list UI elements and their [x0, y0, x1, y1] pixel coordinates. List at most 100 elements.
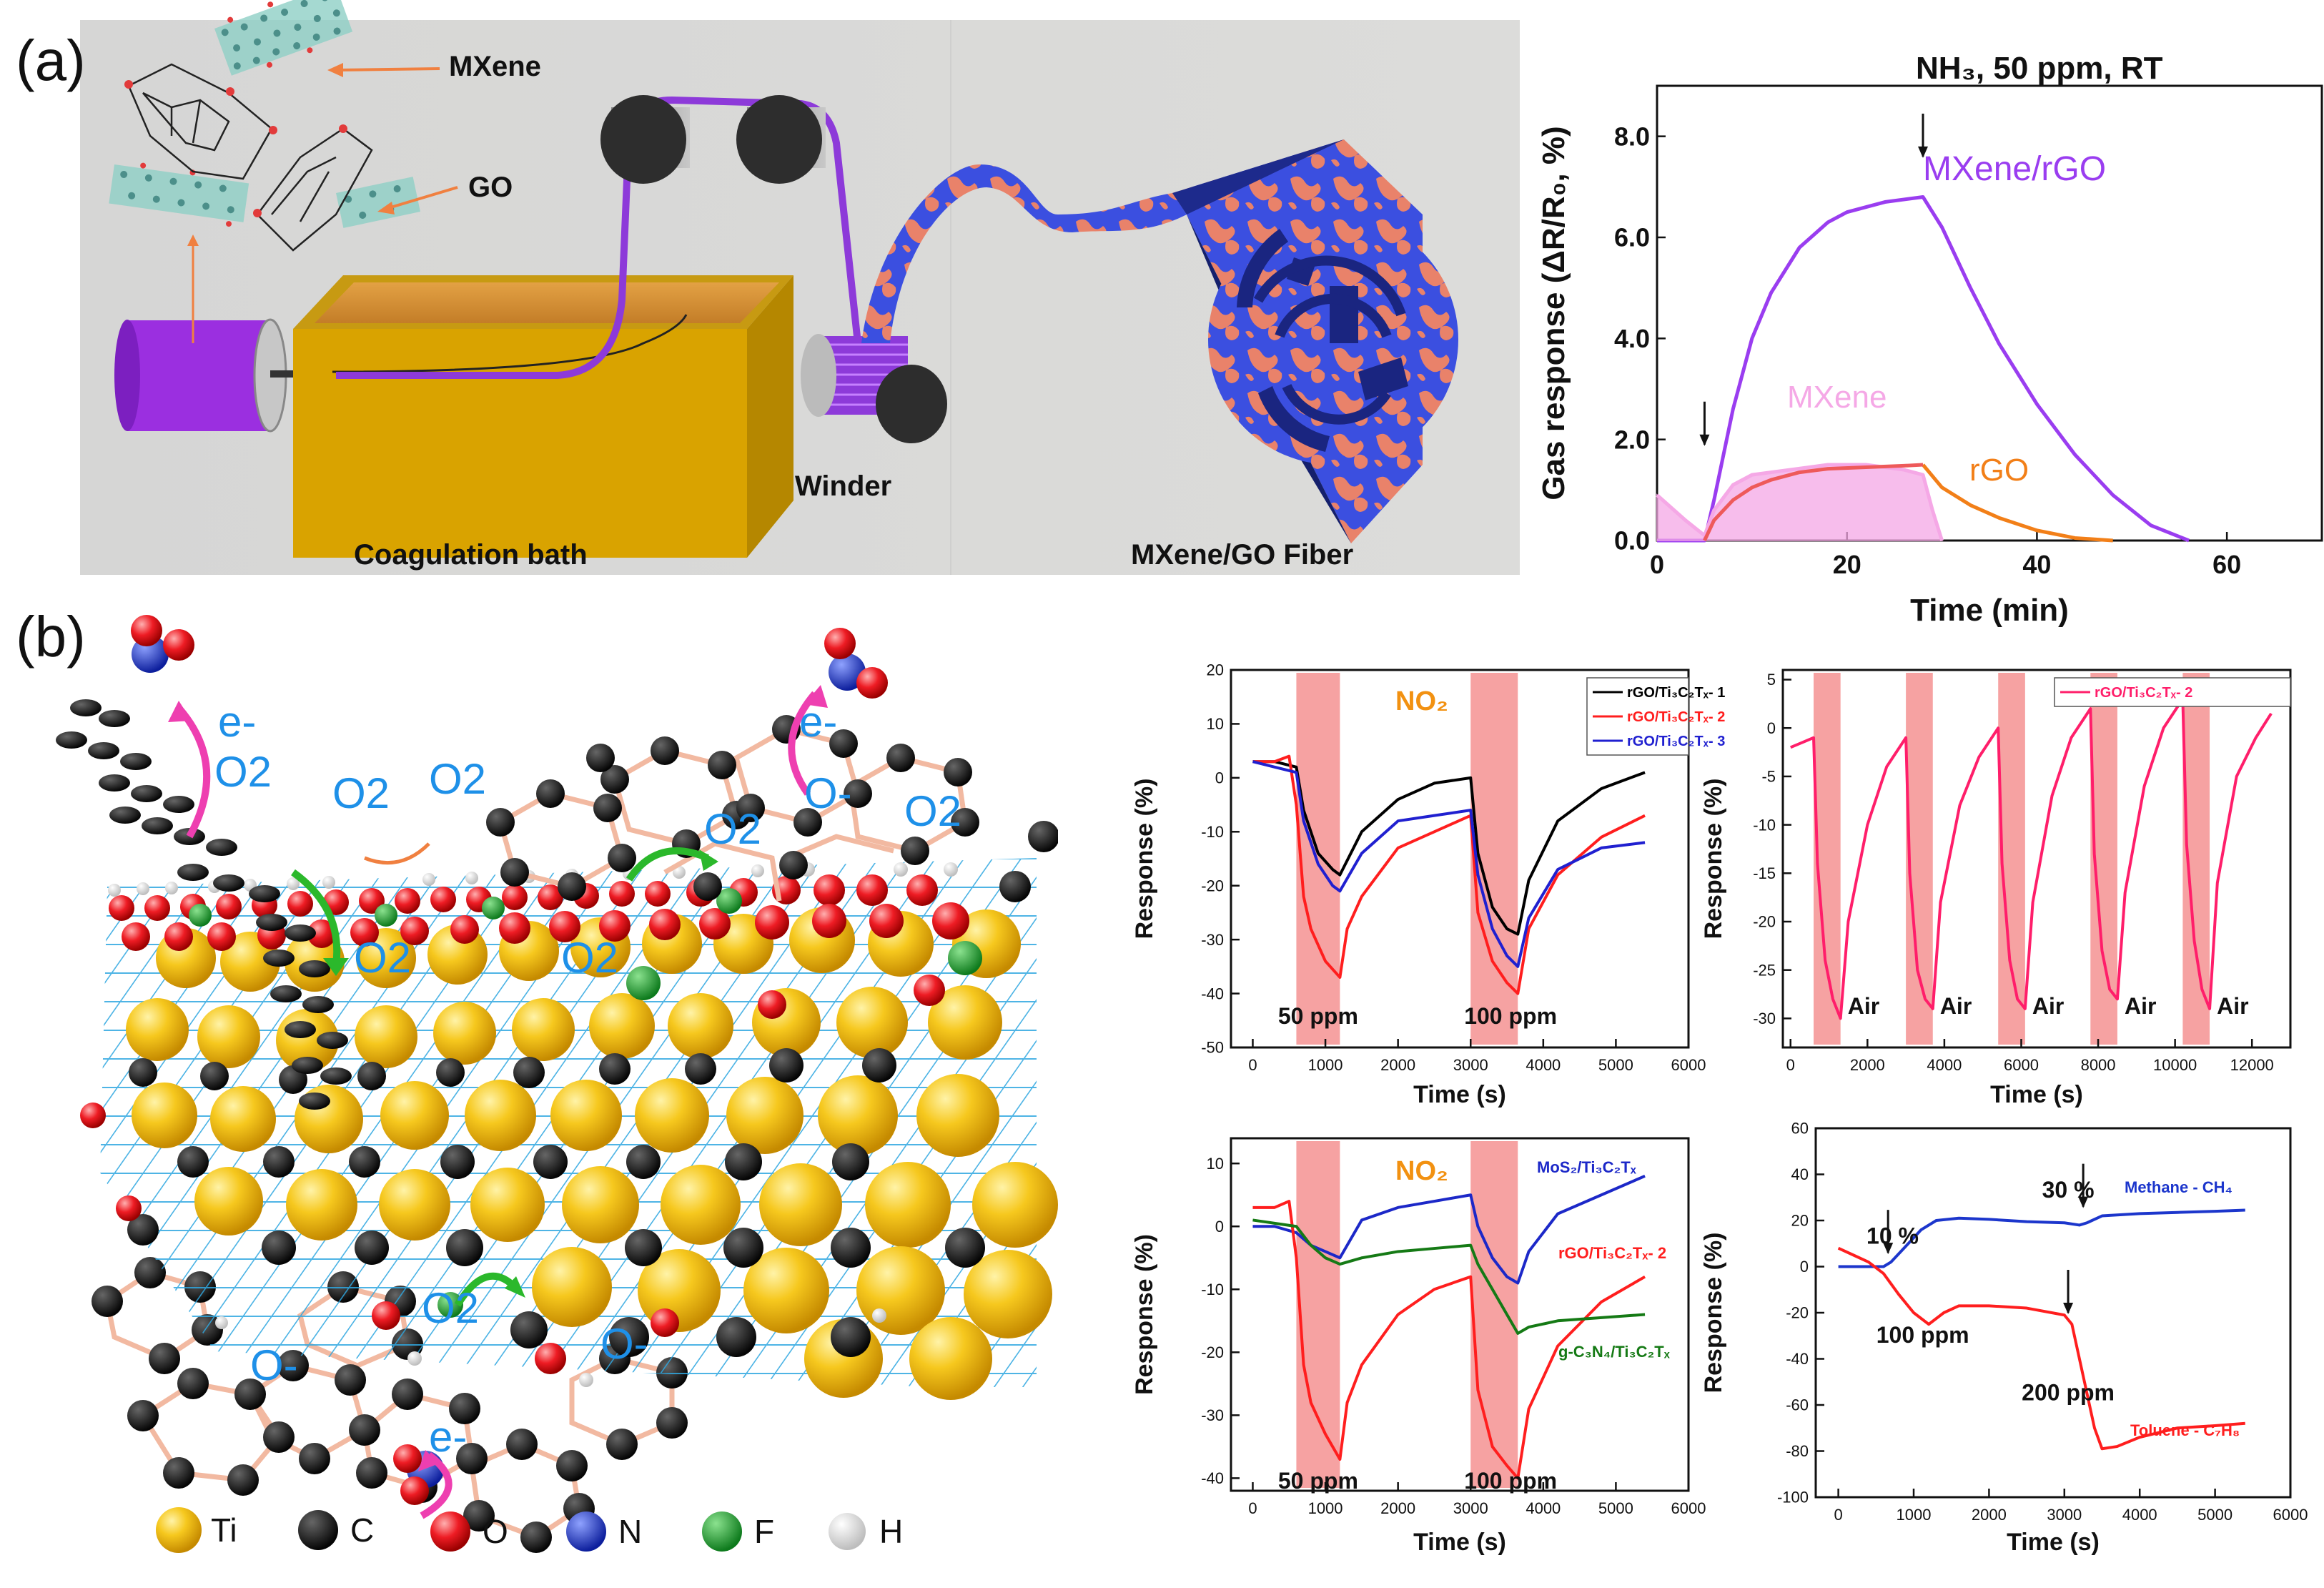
- chart-b-chart2: 0 2000 4000 6000 8000 10000 12000 -30 -25 -20 -15 -…: [1700, 669, 2292, 1108]
- x-tick-label: 12000: [2230, 1056, 2274, 1074]
- exposure-band: [1296, 1141, 1340, 1488]
- y-tick-label: -60: [1786, 1396, 1809, 1414]
- graphene-edge-flakes: [56, 699, 352, 1110]
- winder-icon: [801, 334, 947, 443]
- band-label: Air: [1848, 993, 1879, 1019]
- chart-annotation: NO₂: [1395, 1156, 1448, 1186]
- series-line-0: [1252, 760, 1646, 936]
- x-tick-label: 2000: [1972, 1506, 2007, 1524]
- x-tick-label: 2000: [1850, 1056, 1885, 1074]
- x-tick-label: 4000: [1526, 1499, 1561, 1517]
- y-tick-label: 8.0: [1614, 122, 1650, 151]
- x-axis-label: Time (s): [1990, 1081, 2083, 1108]
- o-minus-label-1: O-: [804, 769, 852, 817]
- series-area-1: [1656, 464, 1943, 541]
- x-tick-label: 3000: [2047, 1506, 2082, 1524]
- annotation-arrowhead: [1918, 146, 1928, 158]
- o2-label-1: O2: [332, 769, 390, 817]
- x-tick-label: 6000: [1671, 1499, 1706, 1517]
- c-legend-icon: [298, 1510, 338, 1550]
- y-tick-label: -25: [1753, 961, 1776, 979]
- data-annotation: 100 ppm: [1876, 1322, 1969, 1348]
- fiber-label: MXene/GO Fiber: [1131, 539, 1353, 571]
- chart-b-chart4: 0 1000 2000 3000 4000 5000 6000 -100 -80 -60 -40 -2…: [1700, 1120, 2308, 1556]
- band-label: 50 ppm: [1278, 1003, 1358, 1029]
- x-axis-label: Time (s): [1413, 1529, 1506, 1556]
- c-legend-label: C: [350, 1511, 374, 1549]
- series-line-3: [1703, 463, 1924, 542]
- y-tick-label: -20: [1201, 1343, 1224, 1361]
- y-tick-label: 5: [1767, 671, 1776, 689]
- mxene-go-fiber-icon: [1172, 139, 1458, 543]
- y-tick-label: -40: [1786, 1350, 1809, 1368]
- plot-frame: [1781, 669, 2292, 1049]
- ti-legend-label: Ti: [211, 1511, 237, 1549]
- series-label: Methane - CH₄: [2125, 1178, 2232, 1196]
- exposure-band: [1470, 673, 1518, 1045]
- series-line-0: [1789, 697, 2273, 1020]
- x-tick-label: 1000: [1308, 1056, 1343, 1074]
- x-tick-label: 60: [2212, 550, 2241, 579]
- o2-label-7: O2: [561, 934, 618, 982]
- y-tick-label: -30: [1753, 1010, 1776, 1027]
- x-axis-label: Time (s): [1413, 1081, 1506, 1108]
- carbon-atoms-lattice: [127, 1048, 985, 1357]
- chart-a-gas-response: 0 20 40 60 0.0 2.0 4.0 6.0 8.0 Time (min) Gas resp…: [1536, 51, 2323, 628]
- x-tick-label: 4000: [2122, 1506, 2157, 1524]
- chart-b-chart3: 0 1000 2000 3000 4000 5000 6000 -40 -30 -20 -10 0 10…: [1131, 1137, 1706, 1556]
- no2-molecule-top-right: [824, 628, 888, 699]
- y-tick-label: 6.0: [1614, 223, 1650, 252]
- x-tick-label: 20: [1833, 550, 1861, 579]
- y-axis-label: Gas response (ΔR/R₀, %): [1536, 126, 1571, 500]
- x-tick-label: 10000: [2153, 1056, 2197, 1074]
- n-legend-icon: [566, 1511, 606, 1552]
- y-tick-label: -20: [1201, 877, 1224, 894]
- y-tick-label: -10: [1201, 823, 1224, 841]
- h-legend-label: H: [879, 1513, 903, 1550]
- y-tick-label: 20: [1791, 1212, 1809, 1230]
- fiber-ribbon: [861, 164, 1187, 343]
- plot-frame: [1230, 669, 1690, 1049]
- electron-label-1: e-: [218, 698, 256, 746]
- legend-label: rGO/Ti₃C₂Tₓ- 1: [1627, 685, 1725, 701]
- go-flake-icon: [124, 63, 373, 252]
- y-tick-label: 0: [1767, 719, 1776, 737]
- x-tick-label: 0: [1786, 1056, 1795, 1074]
- h-legend-icon: [829, 1513, 866, 1550]
- x-tick-label: 1000: [1897, 1506, 1932, 1524]
- x-tick-label: 2000: [1380, 1499, 1415, 1517]
- y-tick-label: 0.0: [1614, 526, 1650, 556]
- y-tick-label: -10: [1201, 1281, 1224, 1298]
- ti-legend-icon: [156, 1507, 202, 1553]
- y-tick-label: -40: [1201, 985, 1224, 1002]
- y-tick-label: 0: [1800, 1258, 1809, 1276]
- series-line-1: [1837, 1246, 2245, 1451]
- data-annotation: 200 ppm: [2022, 1380, 2115, 1406]
- panel-b-letter: (b): [16, 605, 86, 669]
- y-tick-label: -100: [1777, 1489, 1809, 1506]
- y-tick-label: -20: [1753, 913, 1776, 931]
- series-line-2: [1252, 1218, 1646, 1335]
- o2-label-6: O2: [354, 934, 411, 982]
- series-label: g-C₃N₄/Ti₃C₂Tₓ: [1558, 1343, 1671, 1361]
- band-label: Air: [2217, 993, 2248, 1019]
- fluorine-atoms: [189, 888, 982, 1318]
- band-label: Air: [1940, 993, 1972, 1019]
- go-label: GO: [468, 172, 513, 203]
- x-tick-label: 5000: [1598, 1499, 1633, 1517]
- band-label: 100 ppm: [1464, 1003, 1557, 1029]
- y-tick-label: 10: [1207, 715, 1224, 733]
- chart-annotation: NH₃, 50 ppm, RT: [1916, 51, 2163, 86]
- band-label: 50 ppm: [1278, 1468, 1358, 1494]
- chart-b-chart1: 0 1000 2000 3000 4000 5000 6000 -50 -40 -30 -20 -10…: [1131, 661, 1725, 1108]
- y-tick-label: 60: [1791, 1120, 1809, 1138]
- series-line-1: [1252, 754, 1646, 995]
- exposure-band: [1296, 673, 1340, 1045]
- x-tick-label: 3000: [1453, 1056, 1488, 1074]
- n-legend-label: N: [618, 1513, 642, 1550]
- winder-label: Winder: [795, 470, 891, 502]
- series-line-2: [1252, 760, 1646, 968]
- no2-molecule-top-left: [131, 615, 194, 673]
